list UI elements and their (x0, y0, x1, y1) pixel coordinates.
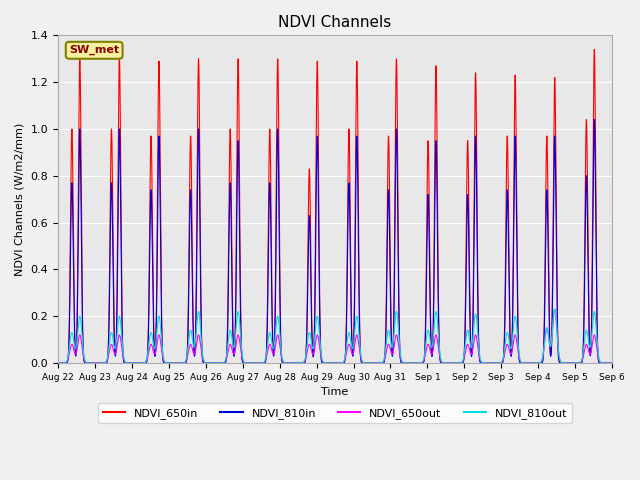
NDVI_810in (83, 360, 91, 366)
NDVI_650in (323, 360, 330, 366)
Y-axis label: NDVI Channels (W/m2/mm): NDVI Channels (W/m2/mm) (15, 122, 25, 276)
NDVI_810in (591, 117, 598, 122)
NDVI_810out (275, 315, 282, 321)
NDVI_650in (54, 360, 62, 366)
NDVI_810in (323, 360, 330, 366)
NDVI_650out (83, 360, 91, 366)
NDVI_650out (199, 357, 207, 363)
NDVI_650out (323, 360, 330, 366)
NDVI_810in (199, 359, 207, 365)
NDVI_650out (551, 306, 559, 312)
NDVI_650out (263, 351, 271, 357)
NDVI_810out (429, 339, 436, 345)
NDVI_810in (54, 360, 62, 366)
NDVI_650out (275, 333, 282, 339)
NDVI_650out (608, 360, 616, 366)
NDVI_810in (608, 360, 616, 366)
Line: NDVI_650out: NDVI_650out (58, 309, 612, 363)
NDVI_810out (199, 355, 207, 360)
NDVI_810in (263, 328, 271, 334)
Legend: NDVI_650in, NDVI_810in, NDVI_650out, NDVI_810out: NDVI_650in, NDVI_810in, NDVI_650out, NDV… (98, 403, 572, 423)
NDVI_810out (83, 360, 91, 366)
Text: SW_met: SW_met (69, 45, 119, 55)
NDVI_650in (608, 360, 616, 366)
Line: NDVI_810in: NDVI_810in (58, 120, 612, 363)
Line: NDVI_650in: NDVI_650in (58, 49, 612, 363)
NDVI_650out (54, 360, 62, 366)
NDVI_810out (263, 345, 271, 351)
Title: NDVI Channels: NDVI Channels (278, 15, 392, 30)
NDVI_810out (551, 306, 559, 312)
NDVI_810out (54, 360, 62, 366)
NDVI_650out (429, 348, 436, 354)
NDVI_650in (263, 319, 271, 325)
NDVI_650in (429, 336, 436, 342)
NDVI_650in (83, 360, 91, 366)
X-axis label: Time: Time (321, 387, 349, 397)
NDVI_810in (429, 342, 436, 348)
NDVI_650in (275, 82, 282, 88)
NDVI_810out (608, 360, 616, 366)
NDVI_810out (323, 360, 330, 366)
Line: NDVI_810out: NDVI_810out (58, 309, 612, 363)
NDVI_650in (199, 359, 207, 365)
NDVI_650in (591, 47, 598, 52)
NDVI_810in (275, 146, 282, 152)
